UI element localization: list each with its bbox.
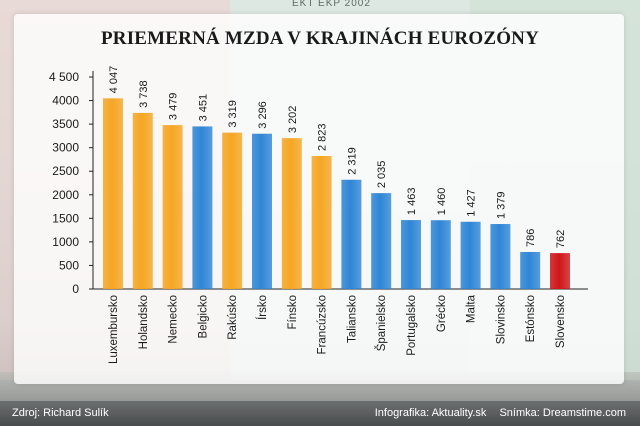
infographic-credit: Infografika: Aktuality.sk bbox=[374, 407, 487, 419]
bar-belgicko bbox=[192, 126, 213, 289]
value-label: 3 319 bbox=[227, 100, 239, 128]
y-tick-label: 1500 bbox=[52, 211, 79, 225]
bar-estónsko bbox=[520, 251, 541, 289]
value-label: 762 bbox=[555, 230, 567, 248]
value-label: 786 bbox=[525, 229, 537, 247]
category-label: Francúzsko bbox=[317, 295, 329, 354]
category-label: Taliansko bbox=[346, 295, 358, 343]
source-credit: Zdroj: Richard Sulík bbox=[12, 407, 109, 419]
chart-title: PRIEMERNÁ MZDA V KRAJINÁCH EUROZÓNY bbox=[100, 28, 540, 49]
category-label: Luxembursko bbox=[108, 295, 120, 364]
bar-slovinsko bbox=[490, 224, 511, 289]
category-label: Portugalsko bbox=[406, 295, 418, 356]
value-label: 3 738 bbox=[138, 80, 150, 108]
category-label: Malta bbox=[466, 294, 478, 323]
bar-holandsko bbox=[132, 112, 153, 289]
bar-luxembursko bbox=[103, 98, 123, 289]
background-note-text: EKT EKP 2002 bbox=[292, 0, 371, 9]
category-label: Španielsko bbox=[375, 295, 388, 351]
y-tick-label: 2000 bbox=[52, 188, 79, 202]
bar-taliansko bbox=[341, 179, 362, 289]
bar-francúzsko bbox=[311, 156, 332, 289]
category-label: Nemecko bbox=[168, 295, 180, 344]
value-label: 2 319 bbox=[346, 147, 358, 175]
bar-írsko bbox=[252, 133, 272, 289]
bar-slovensko bbox=[550, 253, 570, 289]
y-tick-label: 4000 bbox=[52, 94, 79, 108]
bar-nemecko bbox=[162, 125, 183, 290]
category-label: Írsko bbox=[256, 295, 269, 320]
value-label: 4 047 bbox=[108, 66, 120, 94]
value-label: 1 379 bbox=[495, 192, 507, 220]
bar-španielsko bbox=[371, 193, 392, 289]
category-label: Slovinsko bbox=[495, 295, 507, 344]
value-label: 3 451 bbox=[197, 94, 209, 122]
y-tick-label: 3500 bbox=[52, 117, 79, 131]
value-label: 1 460 bbox=[436, 188, 448, 216]
y-tick-label: 3000 bbox=[52, 141, 79, 155]
value-label: 2 823 bbox=[317, 123, 329, 151]
y-tick-label: 2500 bbox=[52, 164, 79, 178]
category-label: Belgicko bbox=[197, 295, 209, 338]
bar-rakúsko bbox=[222, 132, 243, 289]
footer-bar: Zdroj: Richard Sulík Infografika: Aktual… bbox=[0, 401, 640, 426]
y-tick-label: 1000 bbox=[52, 235, 79, 249]
category-label: Rakúsko bbox=[227, 295, 239, 340]
category-label: Grécko bbox=[436, 295, 448, 332]
photo-credit: Snímka: Dreamstime.com bbox=[499, 407, 626, 419]
bar-grécko bbox=[430, 220, 451, 289]
category-label: Fínsko bbox=[287, 295, 299, 330]
y-tick-label: 4 500 bbox=[49, 70, 79, 84]
category-label: Estónsko bbox=[525, 295, 537, 342]
value-label: 2 035 bbox=[376, 161, 388, 189]
value-label: 3 296 bbox=[257, 101, 269, 129]
y-tick-label: 500 bbox=[59, 258, 79, 272]
value-label: 1 427 bbox=[466, 189, 478, 217]
value-label: 1 463 bbox=[406, 188, 418, 216]
y-tick-label: 0 bbox=[72, 282, 79, 296]
category-label: Holandsko bbox=[138, 295, 150, 349]
value-label: 3 479 bbox=[168, 93, 180, 121]
value-label: 3 202 bbox=[287, 106, 299, 134]
bar-malta bbox=[460, 221, 481, 289]
category-label: Slovensko bbox=[555, 295, 567, 348]
bar-portugalsko bbox=[401, 220, 421, 289]
bar-fínsko bbox=[281, 138, 302, 289]
